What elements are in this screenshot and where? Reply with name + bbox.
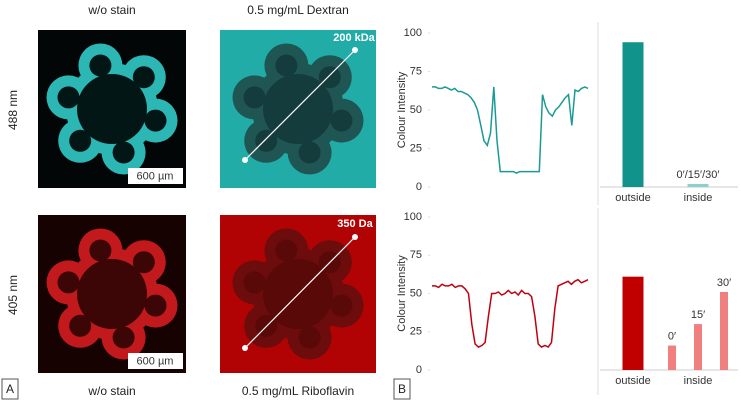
row-label: 405 nm [6, 275, 20, 315]
panel-box [393, 378, 411, 400]
bar-label: 0′ [668, 330, 676, 342]
panel-label: B [398, 382, 406, 396]
line-trace [432, 278, 589, 349]
y-tick-label: 25 [410, 326, 422, 338]
bar-label: 15′ [691, 309, 705, 321]
bar [687, 183, 709, 187]
micrograph: 200 kDa [220, 30, 376, 188]
y-tick-label: 75 [410, 65, 422, 77]
y-axis-label: Colour Intensity [396, 255, 408, 332]
category-label: inside [684, 192, 713, 204]
bar-label: 30′ [717, 277, 731, 289]
y-tick-label: 25 [410, 142, 422, 154]
y-tick-label: 0 [416, 364, 422, 376]
size-label: 200 kDa [333, 32, 375, 44]
scale-bar-label: 600 µm [137, 355, 174, 367]
y-tick-label: 100 [404, 27, 422, 39]
micrograph: 350 Da [220, 215, 376, 373]
category-label: inside [684, 375, 713, 387]
y-axis-label: Colour Intensity [396, 71, 408, 148]
column-header: 0.5 mg/mL Dextran [247, 3, 349, 17]
bar [720, 291, 728, 370]
line-trace [432, 86, 589, 174]
panel-box [1, 378, 19, 400]
y-tick-label: 50 [410, 287, 422, 299]
y-tick-label: 0 [416, 181, 422, 193]
bar [668, 345, 676, 370]
micrograph: 600 µm [38, 30, 186, 188]
scale-bar-label: 600 µm [137, 170, 174, 182]
column-header: w/o stain [87, 3, 135, 17]
y-tick-label: 50 [410, 104, 422, 116]
bar [622, 276, 644, 370]
bar [694, 324, 702, 370]
column-header: w/o stain [87, 384, 135, 398]
y-tick-label: 100 [404, 211, 422, 223]
category-label: outside [615, 375, 650, 387]
y-tick-label: 75 [410, 249, 422, 261]
bar [622, 42, 644, 187]
category-label: outside [615, 192, 650, 204]
micrograph: 600 µm [38, 215, 186, 373]
panel-label: A [6, 382, 14, 396]
bar-label: 0′/15′/30′ [677, 169, 720, 181]
size-label: 350 Da [337, 218, 373, 230]
column-header: 0.5 mg/mL Riboflavin [242, 384, 354, 398]
row-label: 488 nm [6, 90, 20, 130]
